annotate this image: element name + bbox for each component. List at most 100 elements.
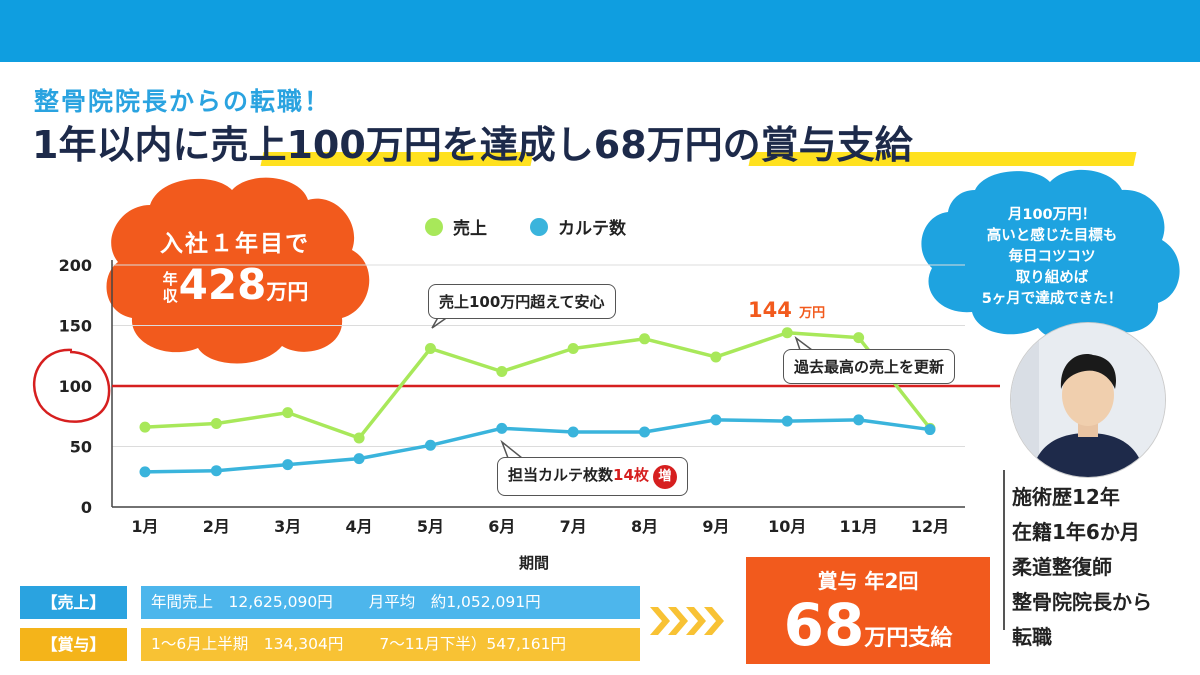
data-point — [139, 421, 151, 433]
profile-line-5: 転職 — [1012, 625, 1052, 649]
x-tick-label: 12月 — [911, 517, 949, 536]
data-point — [639, 426, 651, 438]
data-point — [567, 342, 579, 354]
salary-badge-amount-row: 年収428万円 — [120, 260, 350, 309]
x-tick-label: 10月 — [768, 517, 806, 536]
cloud-line-2: 高いと感じた目標も — [986, 228, 1118, 244]
top-bar — [0, 0, 1200, 62]
bonus-box-amount: 68 — [783, 591, 865, 659]
data-point — [353, 453, 365, 465]
data-point — [210, 465, 222, 477]
person-photo — [1011, 323, 1165, 477]
cloud-line-3: 毎日コツコツ — [1008, 249, 1096, 265]
legend-sales-marker — [425, 217, 443, 236]
salary-badge-prefix: 年収 — [162, 269, 178, 305]
x-tick-label: 1月 — [131, 517, 158, 536]
y-tick-label: 50 — [70, 438, 92, 457]
sales-row: 年間売上 12,625,090円 月平均 約1,052,091円 — [141, 586, 640, 619]
profile-line-4: 整骨院院長から — [1012, 590, 1152, 614]
bonus-first-half: 1～6月上半期 134,304円 — [151, 635, 344, 653]
y-tick-label: 150 — [59, 317, 92, 336]
data-point — [853, 332, 865, 344]
legend-sales-label: 売上 — [453, 219, 487, 239]
data-point — [639, 333, 651, 345]
x-tick-label: 4月 — [346, 517, 373, 536]
peak-unit: 万円 — [799, 306, 826, 321]
sales-annual: 年間売上 12,625,090円 — [151, 593, 333, 611]
data-point — [282, 407, 294, 419]
data-point — [210, 418, 222, 430]
legend-karte-label: カルテ数 — [558, 219, 626, 239]
data-point — [353, 432, 365, 444]
bonus-box: 賞与 年2回 68万円支給 — [746, 557, 990, 664]
peak-label: 144 万円 — [748, 298, 825, 322]
x-axis-title: 期間 — [519, 554, 550, 572]
cloud-line-5: 5ヶ月で達成できた！ — [981, 291, 1123, 307]
y-tick-label: 100 — [59, 377, 92, 396]
data-point — [139, 466, 151, 478]
profile-divider — [1003, 470, 1005, 630]
legend-karte: カルテ数 — [530, 214, 626, 239]
x-tick-label: 8月 — [631, 517, 658, 536]
salary-badge-amount: 428 — [178, 260, 267, 309]
x-tick-label: 3月 — [274, 517, 301, 536]
data-point — [567, 426, 579, 438]
y-tick-label: 0 — [81, 498, 92, 517]
data-point — [710, 414, 722, 426]
page-subtitle: 整骨院院長からの転職！ — [34, 87, 332, 116]
bonus-second-half: 7～11月下半）547,161円 — [379, 635, 567, 653]
profile-line-2: 在籍1年6か月 — [1012, 520, 1140, 544]
callout-karte-prefix: 担当カルテ枚数 — [508, 466, 614, 484]
profile-line-1: 施術歴12年 — [1012, 485, 1120, 509]
salary-bubble-shape — [106, 177, 370, 364]
data-point — [781, 327, 793, 339]
circle-mark — [32, 348, 111, 423]
bonus-box-unit: 万円支給 — [864, 626, 953, 651]
profile-info: 施術歴12年 在籍1年6か月 柔道整復師 整骨院院長から 転職 — [1012, 480, 1152, 655]
x-tick-label: 6月 — [488, 517, 515, 536]
profile-line-3: 柔道整復師 — [1012, 555, 1112, 579]
callout-tail-karte — [500, 439, 525, 459]
data-point — [424, 342, 436, 354]
cloud-message: 月100万円！ 高いと感じた目標も 毎日コツコツ 取り組めば 5ヶ月で達成できた… — [932, 205, 1172, 310]
cloud-line-4: 取り組めば — [1015, 270, 1089, 286]
x-tick-label: 9月 — [702, 517, 729, 536]
peak-value: 144 — [748, 298, 792, 322]
callout-karte-value: 14枚 — [613, 466, 649, 484]
x-tick-label: 2月 — [203, 517, 230, 536]
bonus-row-label: 【賞与】 — [20, 628, 127, 661]
sales-row-label: 【売上】 — [20, 586, 127, 619]
sales-monthly: 月平均 約1,052,091円 — [368, 593, 541, 611]
data-point — [496, 422, 508, 434]
x-tick-label: 7月 — [560, 517, 587, 536]
cloud-line-1: 月100万円！ — [1007, 207, 1097, 223]
increase-badge: 増 — [652, 465, 677, 489]
x-tick-label: 11月 — [839, 517, 877, 536]
bonus-row: 1～6月上半期 134,304円 7～11月下半）547,161円 — [141, 628, 640, 661]
avatar — [1010, 322, 1166, 478]
salary-badge: 入社１年目で 年収428万円 — [120, 224, 350, 309]
bonus-box-line1: 賞与 年2回 — [817, 569, 919, 593]
data-point — [282, 459, 294, 471]
cloud-bubble-shape — [921, 169, 1180, 341]
data-point — [924, 424, 936, 436]
data-point — [710, 351, 722, 363]
legend-karte-marker — [530, 217, 548, 236]
chevron-arrows-icon — [650, 607, 724, 635]
data-point — [424, 439, 436, 451]
callout-karte: 担当カルテ枚数14枚増 — [497, 457, 688, 496]
page-title: 1年以内に売上100万円を達成し68万円の賞与支給 — [32, 123, 913, 167]
data-point — [496, 365, 508, 377]
legend-sales: 売上 — [425, 214, 487, 239]
data-point — [781, 415, 793, 427]
callout-record: 過去最高の売上を更新 — [783, 349, 956, 384]
callout-sales-over: 売上100万円超えて安心 — [428, 284, 616, 319]
bonus-box-amount-row: 68万円支給 — [746, 594, 990, 670]
x-tick-label: 5月 — [417, 517, 444, 536]
series-line — [144, 331, 932, 440]
y-tick-label: 200 — [59, 256, 92, 275]
salary-badge-unit: 万円 — [266, 280, 309, 304]
salary-badge-line1: 入社１年目で — [160, 231, 310, 257]
data-point — [853, 414, 865, 426]
